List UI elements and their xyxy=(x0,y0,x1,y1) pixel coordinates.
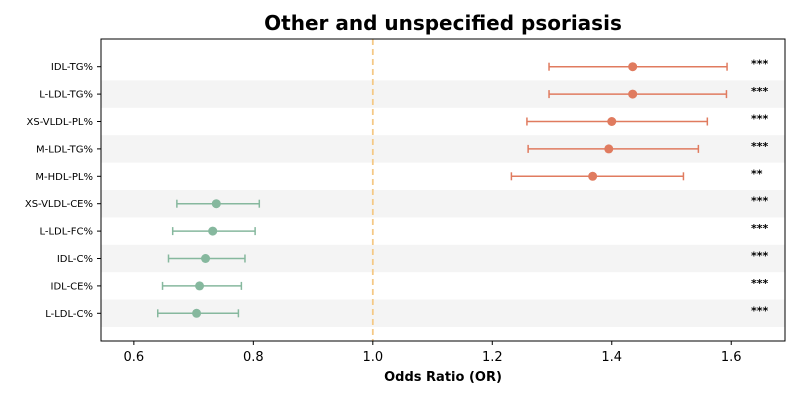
x-tick-label: 1.2 xyxy=(482,350,503,365)
y-tick-label: M-LDL-TG% xyxy=(36,144,93,155)
y-tick-label: L-LDL-C% xyxy=(45,309,93,320)
plot-frame xyxy=(100,38,786,342)
or-point xyxy=(588,171,598,181)
significance-label: *** xyxy=(751,113,769,126)
y-tick-label: IDL-C% xyxy=(57,254,93,265)
or-point xyxy=(195,281,205,291)
x-axis-label: Odds Ratio (OR) xyxy=(384,370,502,385)
y-tick-label: XS-VLDL-PL% xyxy=(27,117,93,128)
or-point xyxy=(628,62,638,72)
y-axis-labels: IDL-TG% L-LDL-TG% XS-VLDL-PL% M-LDL-TG% M-HD… xyxy=(25,62,101,320)
data-marks xyxy=(157,62,728,318)
y-tick-label: L-LDL-TG% xyxy=(39,90,93,101)
x-axis-ticks: 0.6 0.8 1.0 1.2 1.4 1.6 xyxy=(124,341,742,365)
or-point xyxy=(604,144,614,154)
x-tick-label: 0.8 xyxy=(243,350,264,365)
significance-label: *** xyxy=(751,85,769,98)
x-tick-label: 0.6 xyxy=(124,350,145,365)
y-tick-label: IDL-CE% xyxy=(51,281,93,292)
significance-label: *** xyxy=(751,195,769,208)
significance-label: *** xyxy=(751,250,769,263)
significance-label: *** xyxy=(751,222,769,235)
or-point xyxy=(201,254,211,263)
x-tick-label: 1.4 xyxy=(601,350,622,365)
or-point xyxy=(628,89,638,99)
significance-label: *** xyxy=(751,58,769,71)
chart-title: Other and unspecified psoriasis xyxy=(264,11,622,35)
or-point xyxy=(192,308,202,318)
significance-label: *** xyxy=(751,140,769,153)
y-tick-label: M-HDL-PL% xyxy=(35,172,93,183)
or-point xyxy=(607,117,617,126)
significance-labels: ***************************** xyxy=(751,58,769,318)
or-point xyxy=(208,226,218,236)
x-tick-label: 1.0 xyxy=(362,350,383,365)
x-tick-label: 1.6 xyxy=(721,350,742,365)
y-tick-label: L-LDL-FC% xyxy=(39,227,93,238)
y-tick-label: XS-VLDL-CE% xyxy=(25,199,93,210)
significance-label: *** xyxy=(751,277,769,290)
y-tick-label: IDL-TG% xyxy=(51,62,93,73)
or-point xyxy=(211,199,221,209)
significance-label: ** xyxy=(751,167,763,180)
significance-label: *** xyxy=(751,304,769,317)
